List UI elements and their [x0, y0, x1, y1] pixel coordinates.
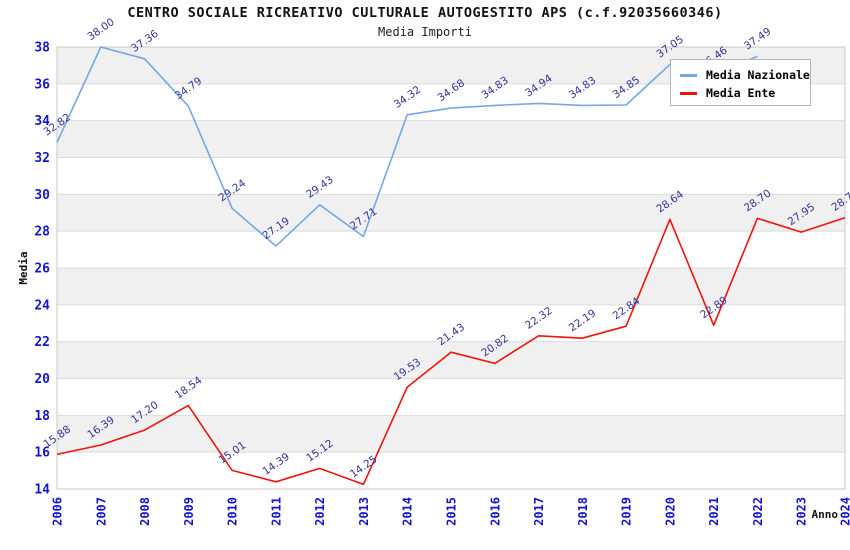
x-tick-label: 2008 [138, 497, 152, 526]
band [57, 415, 845, 453]
y-tick-label: 28 [34, 225, 50, 240]
data-label: 22.19 [567, 307, 599, 334]
chart-legend: Media Nazionale Media Ente [670, 59, 811, 106]
plot-border [56, 46, 846, 490]
x-tick-label: 2006 [51, 497, 65, 526]
y-tick-label: 30 [34, 188, 50, 203]
legend-item-media-ente: Media Ente [680, 85, 810, 101]
y-axis-title: Media [17, 251, 30, 284]
x-tick-label: 2013 [357, 497, 371, 526]
x-tick-label: 2007 [94, 497, 108, 526]
x-tick-label: 2017 [532, 497, 546, 526]
x-tick-label: 2010 [226, 497, 240, 526]
y-tick-label: 20 [34, 372, 50, 387]
x-tick-label: 2009 [182, 497, 196, 526]
y-tick-label: 38 [34, 41, 50, 56]
y-tick-label: 26 [34, 262, 50, 277]
series-lines [56, 46, 846, 486]
data-label: 14.25 [348, 453, 380, 480]
x-tick-label: 2019 [620, 497, 634, 526]
y-tick-label: 22 [34, 335, 50, 350]
plot-bands [57, 47, 845, 453]
band [57, 268, 845, 305]
x-axis-title: Anno [812, 508, 839, 521]
y-tick-label: 18 [34, 409, 50, 424]
band [57, 120, 845, 158]
x-tick-label: 2012 [313, 497, 327, 526]
data-label: 38.00 [85, 16, 117, 43]
data-label: 22.32 [523, 305, 555, 332]
x-tick-label: 2023 [795, 497, 809, 526]
band [57, 341, 845, 379]
y-tick-label: 36 [34, 77, 50, 92]
y-tick-label: 16 [34, 446, 50, 461]
data-label: 34.32 [392, 84, 424, 111]
x-tick-label: 2021 [707, 497, 721, 526]
x-tick-label: 2024 [839, 497, 850, 526]
legend-label: Media Nazionale [706, 68, 810, 82]
y-tick-label: 32 [34, 151, 50, 166]
x-tick-label: 2015 [445, 497, 459, 526]
series-line-media-ente [56, 216, 846, 486]
media-nazionale-line-swatch [680, 73, 697, 77]
legend-item-media-nazionale: Media Nazionale [680, 67, 810, 83]
x-tick-label: 2020 [663, 497, 677, 526]
y-axis-tick-labels: 14 16 18 20 22 24 26 28 30 32 34 36 38 [34, 41, 50, 498]
y-tick-label: 14 [34, 483, 50, 498]
data-label: 14.39 [260, 451, 292, 478]
legend-label: Media Ente [706, 86, 776, 100]
x-tick-label: 2011 [269, 497, 283, 526]
x-tick-label: 2022 [751, 497, 765, 526]
chart-title: CENTRO SOCIALE RICREATIVO CULTURALE AUTO… [127, 5, 723, 21]
x-axis-tick-labels: 2006 2007 2008 2009 2010 2011 2012 2013 2014 2015… [51, 497, 850, 526]
band [57, 194, 845, 232]
y-tick-label: 34 [34, 114, 50, 129]
x-tick-label: 2014 [401, 497, 415, 526]
x-tick-label: 2016 [488, 497, 502, 526]
chart-subtitle: Media Importi [378, 25, 472, 39]
series-line-media-nazionale [56, 46, 758, 247]
x-tick-label: 2018 [576, 497, 590, 526]
y-tick-label: 24 [34, 298, 50, 313]
media-ente-line-swatch [680, 91, 697, 95]
